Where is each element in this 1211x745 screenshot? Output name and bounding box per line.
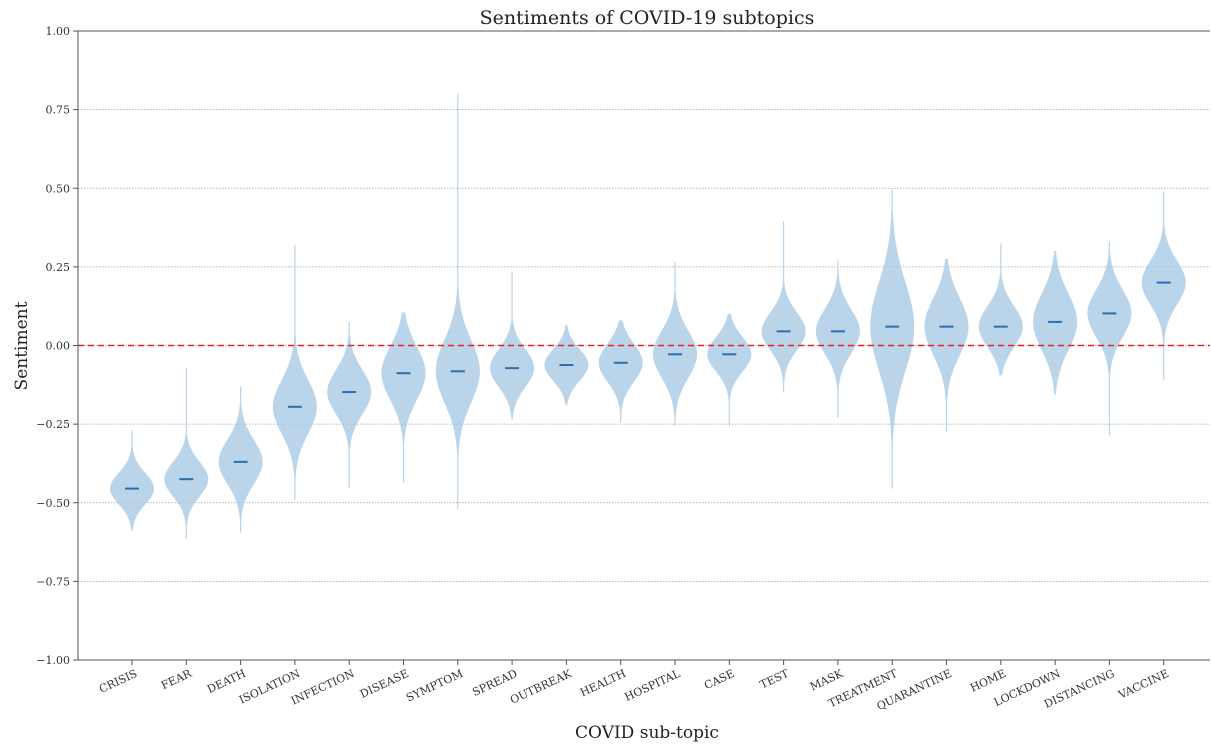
violin-fear — [164, 367, 209, 539]
violin-distancing — [1087, 241, 1132, 436]
axes — [73, 30, 1210, 665]
violin-treatment — [870, 189, 915, 489]
violin-mask — [815, 260, 860, 418]
x-category-label: CASE — [702, 667, 736, 692]
violin-home — [978, 243, 1023, 376]
y-tick-label: −0.50 — [36, 497, 70, 510]
chart-title: Sentiments of COVID-19 subtopics — [480, 7, 815, 29]
y-axis-label: Sentiment — [12, 301, 32, 390]
x-category-label: SYMPTOM — [404, 667, 465, 705]
violin-symptom — [435, 93, 480, 510]
violin-death — [218, 386, 263, 533]
violin-hospital — [653, 262, 697, 426]
x-category-label: DISEASE — [358, 667, 411, 701]
violin-isolation — [272, 244, 317, 500]
violin-infection — [327, 321, 372, 489]
violin-disease — [381, 312, 426, 483]
median-markers — [125, 281, 1171, 490]
x-category-label: OUTBREAK — [508, 667, 574, 707]
y-tick-labels: −1.00 −0.75 −0.50 −0.25 0.00 0.25 0.50 0.75 1.00 — [36, 25, 70, 667]
y-tick-label: 0.25 — [46, 261, 71, 274]
x-category-label: VACCINE — [1116, 667, 1171, 702]
x-category-label: MASK — [808, 667, 846, 694]
x-axis-label: COVID sub-topic — [575, 723, 719, 743]
y-tick-label: −1.00 — [36, 654, 70, 667]
violin-health — [598, 320, 643, 423]
x-category-label: CRISIS — [97, 667, 139, 696]
violins — [110, 93, 1186, 539]
x-category-label: HOSPITAL — [622, 667, 682, 704]
violin-crisis — [110, 430, 154, 532]
x-category-label: TEST — [758, 667, 792, 692]
y-tick-label: 0.00 — [46, 340, 71, 353]
y-tick-label: −0.25 — [36, 418, 70, 431]
violin-case — [707, 314, 752, 426]
y-tick-label: 0.75 — [46, 104, 71, 117]
x-category-label: HOME — [968, 667, 1008, 695]
violin-test — [761, 221, 806, 393]
violin-vaccine — [1141, 191, 1186, 381]
y-tick-label: 0.50 — [46, 182, 71, 195]
x-category-label: FEAR — [159, 667, 194, 693]
violin-quarantine — [924, 259, 969, 432]
y-tick-label: −0.75 — [36, 575, 70, 588]
x-category-label: HEALTH — [578, 667, 628, 699]
y-tick-label: 1.00 — [46, 25, 71, 38]
